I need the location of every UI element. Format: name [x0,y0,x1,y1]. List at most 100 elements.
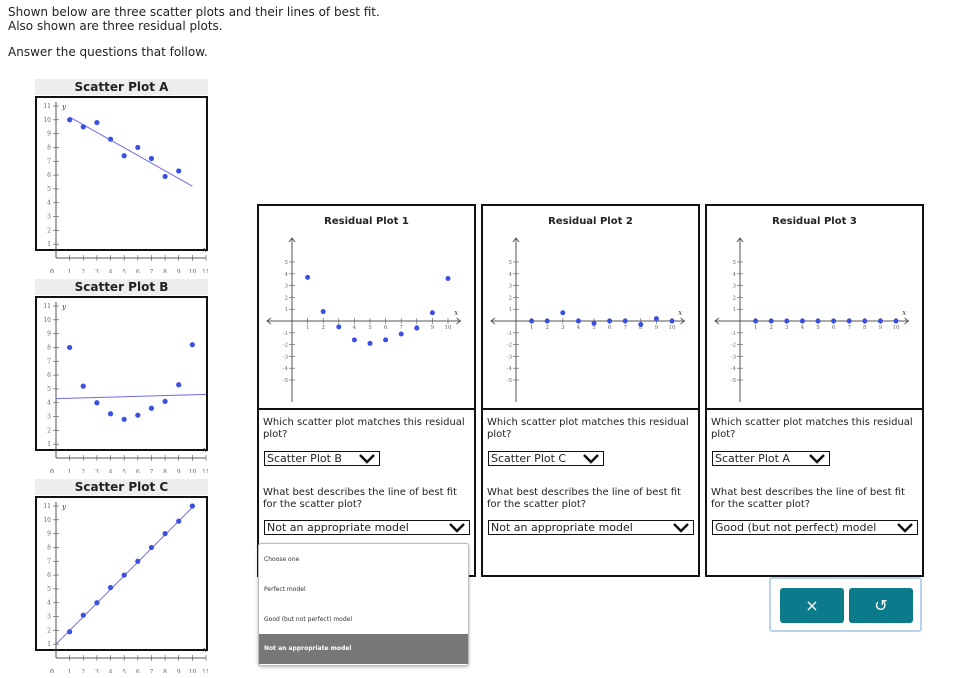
match-select-value: Scatter Plot B [267,452,342,465]
data-point [768,318,774,324]
data-point [189,342,195,348]
match-question: Which scatter plot matches this residual… [711,417,913,440]
panel-divider [259,408,474,410]
data-point [367,340,373,346]
x-tick-label: 5 [122,469,126,473]
dropdown-option-highlighted[interactable]: Not an appropriate model [259,634,468,664]
x-tick-label: 4 [577,325,581,331]
x-tick-label: 1 [68,469,72,473]
x-tick-label: 3 [95,469,99,473]
match-select[interactable]: Scatter Plot C [488,451,604,466]
data-point [135,144,141,151]
x-tick-label: 4 [109,269,113,273]
data-point [784,318,790,324]
y-tick-label: 2 [285,295,289,301]
panel-divider [707,408,922,410]
x-tick-label: 3 [95,669,99,673]
x-tick-label: 8 [163,269,167,273]
x-axis-arrow [490,317,496,325]
y-axis-arrow [736,237,744,243]
y-tick-label: 5 [285,260,289,266]
y-tick-label: 8 [47,344,51,351]
y-tick-label: 2 [733,295,737,301]
x-axis-label: x [203,646,207,654]
data-point [575,318,581,324]
y-tick-label: -1 [283,331,288,337]
fit-select[interactable]: Not an appropriate model [264,520,470,535]
x-tick-label: 3 [95,269,99,273]
y-tick-label: 2 [509,295,513,301]
x-tick-label: 5 [368,325,372,331]
x-tick-label: 7 [623,325,627,331]
x-tick-label: 7 [399,325,403,331]
y-tick-label: 6 [47,172,51,179]
x-axis-arrow [714,317,720,325]
fit-select[interactable]: Good (but not perfect) model [712,520,918,535]
data-point [94,400,100,406]
clear-button[interactable]: × [780,588,844,623]
x-tick-label: 2 [321,325,325,331]
y-tick-label: 1 [509,307,513,313]
x-axis-label: x [203,446,207,454]
y-tick-label: -1 [731,331,736,337]
match-select[interactable]: Scatter Plot A [712,451,830,466]
y-tick-label: 7 [47,158,51,165]
x-tick-label: 9 [177,269,181,273]
dropdown-option[interactable]: Choose one [264,556,300,563]
fit-select[interactable]: Not an appropriate model [488,520,694,535]
y-tick-label: 9 [47,331,51,338]
data-point [162,398,168,404]
residual-plot-3: 1 2 3 4 5 6 7 8 9 10 -5 -4 -3 -2 -1 1 2 3 4 5 x [714,237,910,402]
data-point [107,584,114,591]
x-tick-label: 3 [561,325,565,331]
x-tick-label: 4 [109,469,113,473]
match-select[interactable]: Scatter Plot B [264,451,380,466]
data-point [544,318,550,324]
x-tick-label: 1 [754,325,758,331]
data-point [80,612,86,618]
data-point [893,318,899,324]
x-tick-label: 9 [879,325,883,331]
x-tick-label: 9 [177,469,181,473]
x-tick-label: 6 [384,325,388,331]
x-tick-label: 1 [68,669,72,673]
x-tick-label: 5 [122,269,126,273]
data-point [799,318,805,324]
data-point [162,531,168,537]
x-tick-label: 4 [801,325,805,331]
dropdown-option[interactable]: Perfect model [264,586,306,593]
y-tick-label: -2 [507,343,512,349]
x-axis-label: x [902,309,906,317]
best-fit-line [55,393,207,400]
x-tick-label: 8 [163,469,167,473]
x-tick-label: 11 [202,469,208,473]
y-tick-label: 4 [47,600,51,607]
y-tick-label: 5 [47,186,51,193]
dropdown-option[interactable]: Good (but not perfect) model [264,616,353,623]
data-point [176,168,182,174]
x-tick-label: 1 [306,325,310,331]
x-tick-label: 7 [150,269,154,273]
x-tick-label: 10 [669,325,676,331]
residual-plot-3-title: Residual Plot 3 [772,216,857,227]
undo-button[interactable]: ↺ [849,588,913,623]
y-tick-label: -4 [731,366,737,372]
x-tick-label: 8 [863,325,867,331]
data-point [831,318,837,324]
data-point [877,318,883,324]
x-tick-label: 4 [353,325,357,331]
data-point [121,572,127,578]
y-tick-label: 3 [509,284,513,290]
y-tick-label: 1 [47,241,51,248]
data-point [862,318,868,324]
fit-select-value: Good (but not perfect) model [715,521,877,534]
chevron-down-icon [359,454,375,464]
data-point [94,600,100,606]
data-point [529,318,535,324]
y-tick-label: 8 [47,144,51,151]
x-tick-label: 2 [769,325,773,331]
chevron-down-icon [583,454,599,464]
x-axis-arrow [266,317,272,325]
fit-select-value: Not an appropriate model [491,521,633,534]
